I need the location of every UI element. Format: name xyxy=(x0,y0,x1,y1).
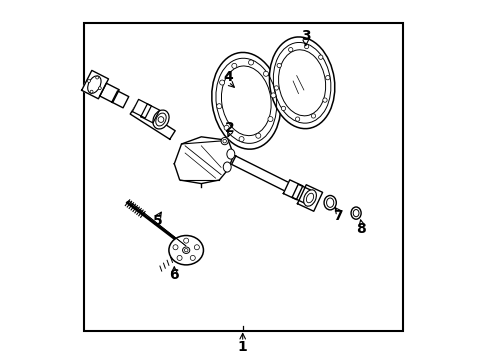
Circle shape xyxy=(219,80,224,85)
Circle shape xyxy=(263,71,268,76)
Ellipse shape xyxy=(221,66,271,136)
Circle shape xyxy=(177,255,182,260)
Circle shape xyxy=(304,44,308,49)
Polygon shape xyxy=(231,156,289,192)
Circle shape xyxy=(224,125,229,130)
Circle shape xyxy=(183,238,188,243)
Circle shape xyxy=(274,86,278,90)
Polygon shape xyxy=(291,184,310,203)
Ellipse shape xyxy=(168,235,203,265)
Circle shape xyxy=(231,63,236,68)
Text: 1: 1 xyxy=(237,341,247,354)
Circle shape xyxy=(90,90,93,93)
Text: 3: 3 xyxy=(300,29,310,43)
Circle shape xyxy=(158,117,163,122)
Polygon shape xyxy=(297,185,322,211)
Polygon shape xyxy=(141,104,159,123)
Polygon shape xyxy=(132,99,151,118)
Circle shape xyxy=(190,255,195,260)
Circle shape xyxy=(270,93,275,98)
Circle shape xyxy=(223,139,226,143)
Circle shape xyxy=(216,104,221,109)
Polygon shape xyxy=(81,71,108,99)
Polygon shape xyxy=(130,105,175,139)
Ellipse shape xyxy=(326,198,333,207)
Circle shape xyxy=(173,245,178,250)
Circle shape xyxy=(325,76,329,80)
Ellipse shape xyxy=(211,53,280,149)
Ellipse shape xyxy=(269,37,334,129)
Circle shape xyxy=(318,55,322,59)
Circle shape xyxy=(221,138,228,145)
Bar xyxy=(84,23,402,331)
Ellipse shape xyxy=(278,50,325,116)
Text: 6: 6 xyxy=(169,269,179,282)
Ellipse shape xyxy=(182,247,189,253)
Text: 7: 7 xyxy=(333,209,342,223)
Polygon shape xyxy=(112,91,128,108)
Text: 5: 5 xyxy=(153,215,163,228)
Circle shape xyxy=(311,114,315,118)
Circle shape xyxy=(194,245,199,250)
Ellipse shape xyxy=(87,76,101,93)
Circle shape xyxy=(322,98,326,102)
Circle shape xyxy=(248,60,253,65)
Ellipse shape xyxy=(350,207,361,219)
Circle shape xyxy=(255,133,260,138)
Circle shape xyxy=(295,117,299,121)
Ellipse shape xyxy=(153,110,169,129)
Circle shape xyxy=(96,76,99,79)
Polygon shape xyxy=(100,83,119,103)
Circle shape xyxy=(267,117,272,122)
Circle shape xyxy=(98,87,101,90)
Polygon shape xyxy=(174,137,233,184)
Circle shape xyxy=(288,48,292,52)
Text: 8: 8 xyxy=(356,222,366,235)
Text: 2: 2 xyxy=(225,121,235,135)
Ellipse shape xyxy=(306,193,313,203)
Circle shape xyxy=(239,136,244,141)
Ellipse shape xyxy=(324,195,336,210)
Text: 4: 4 xyxy=(223,71,233,84)
Ellipse shape xyxy=(184,248,187,252)
Circle shape xyxy=(281,106,285,111)
Ellipse shape xyxy=(223,162,231,172)
Circle shape xyxy=(277,63,281,68)
Circle shape xyxy=(87,80,90,82)
Ellipse shape xyxy=(226,149,234,159)
Ellipse shape xyxy=(303,190,316,206)
Polygon shape xyxy=(283,180,302,199)
